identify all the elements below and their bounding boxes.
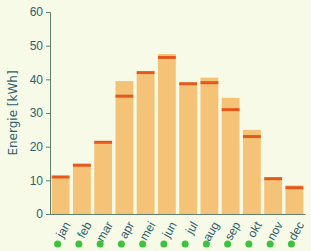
tick-label: mar (93, 219, 115, 244)
status-dot (139, 241, 146, 248)
status-dot (182, 241, 189, 248)
status-dot (118, 241, 125, 248)
tick-label: jul (182, 219, 201, 237)
tick-label: nov (264, 219, 286, 243)
tick-mark (46, 46, 50, 47)
x-tick: jan (53, 214, 74, 241)
tick-mark (46, 113, 50, 114)
marker (158, 56, 176, 59)
tick-mark (46, 180, 50, 181)
tick-label: jan (53, 219, 74, 241)
y-axis-title: Energie [kWh] (6, 70, 20, 155)
x-axis-line (51, 214, 306, 215)
y-tick: 30 (30, 106, 50, 120)
status-dot (288, 241, 295, 248)
status-dot (75, 241, 82, 248)
tick-label: 50 (30, 39, 44, 53)
status-dot (203, 241, 210, 248)
y-tick: 40 (30, 73, 50, 87)
bar (158, 54, 176, 214)
x-tick: jul (182, 214, 201, 237)
status-dot (160, 241, 167, 248)
bar (222, 98, 240, 214)
status-dots (54, 241, 295, 248)
background (0, 0, 311, 251)
x-tick: okt (245, 214, 265, 240)
bar (243, 130, 261, 214)
tick-label: 0 (36, 207, 43, 221)
marks (52, 54, 304, 214)
marker (264, 177, 282, 180)
x-tick: dec (285, 214, 307, 243)
bar (94, 143, 112, 214)
marker (222, 108, 240, 111)
x-tick: aug (200, 214, 222, 243)
bar (73, 165, 91, 214)
marker (94, 141, 112, 144)
tick-label: feb (74, 219, 95, 241)
y-tick: 10 (30, 174, 50, 188)
tick-mark (46, 214, 50, 215)
tick-label: aug (200, 219, 222, 243)
y-tick: 20 (30, 140, 50, 154)
marker (137, 71, 155, 74)
tick-mark (46, 147, 50, 148)
tick-label: 10 (30, 174, 44, 188)
x-tick: mar (93, 214, 115, 244)
marker (243, 135, 261, 138)
bar (52, 177, 70, 214)
y-axis: 0 10 20 30 40 50 60 (30, 5, 51, 221)
chart: 0 10 20 30 40 50 60 janfebmaraprmeijunjulaugsep… (0, 0, 311, 251)
y-tick: 0 (36, 207, 50, 221)
bar (264, 179, 282, 214)
tick-label: mei (137, 219, 159, 243)
status-dot (267, 241, 274, 248)
tick-label: apr (116, 219, 137, 241)
tick-label: 30 (30, 106, 44, 120)
bar (200, 78, 218, 214)
marker (73, 164, 91, 167)
marker (52, 175, 70, 178)
bar (285, 185, 303, 214)
tick-label: 60 (30, 5, 44, 19)
x-axis: janfebmaraprmeijunjulaugsepoktnovdec (51, 214, 308, 244)
x-tick: feb (74, 214, 95, 241)
x-tick: jun (159, 214, 180, 241)
bar (137, 73, 155, 214)
x-tick: sep (222, 214, 244, 243)
bar (179, 84, 197, 214)
x-tick: nov (264, 214, 286, 243)
x-tick: mei (137, 214, 159, 243)
marker (179, 82, 197, 85)
marker (200, 81, 218, 84)
tick-label: jun (159, 219, 180, 241)
y-tick: 50 (30, 39, 50, 53)
status-dot (97, 241, 104, 248)
marker (115, 95, 133, 98)
tick-label: 20 (30, 140, 44, 154)
tick-label: dec (285, 219, 307, 243)
tick-mark (46, 12, 50, 13)
y-tick: 60 (30, 5, 50, 19)
bar (115, 81, 133, 214)
tick-mark (46, 79, 50, 80)
y-axis-line (46, 13, 51, 215)
tick-label: sep (222, 219, 244, 243)
x-tick: apr (116, 214, 137, 241)
tick-label: 40 (30, 73, 44, 87)
tick-label: okt (245, 219, 265, 240)
status-dot (224, 241, 231, 248)
status-dot (245, 241, 252, 248)
status-dot (54, 241, 61, 248)
marker (285, 186, 303, 189)
